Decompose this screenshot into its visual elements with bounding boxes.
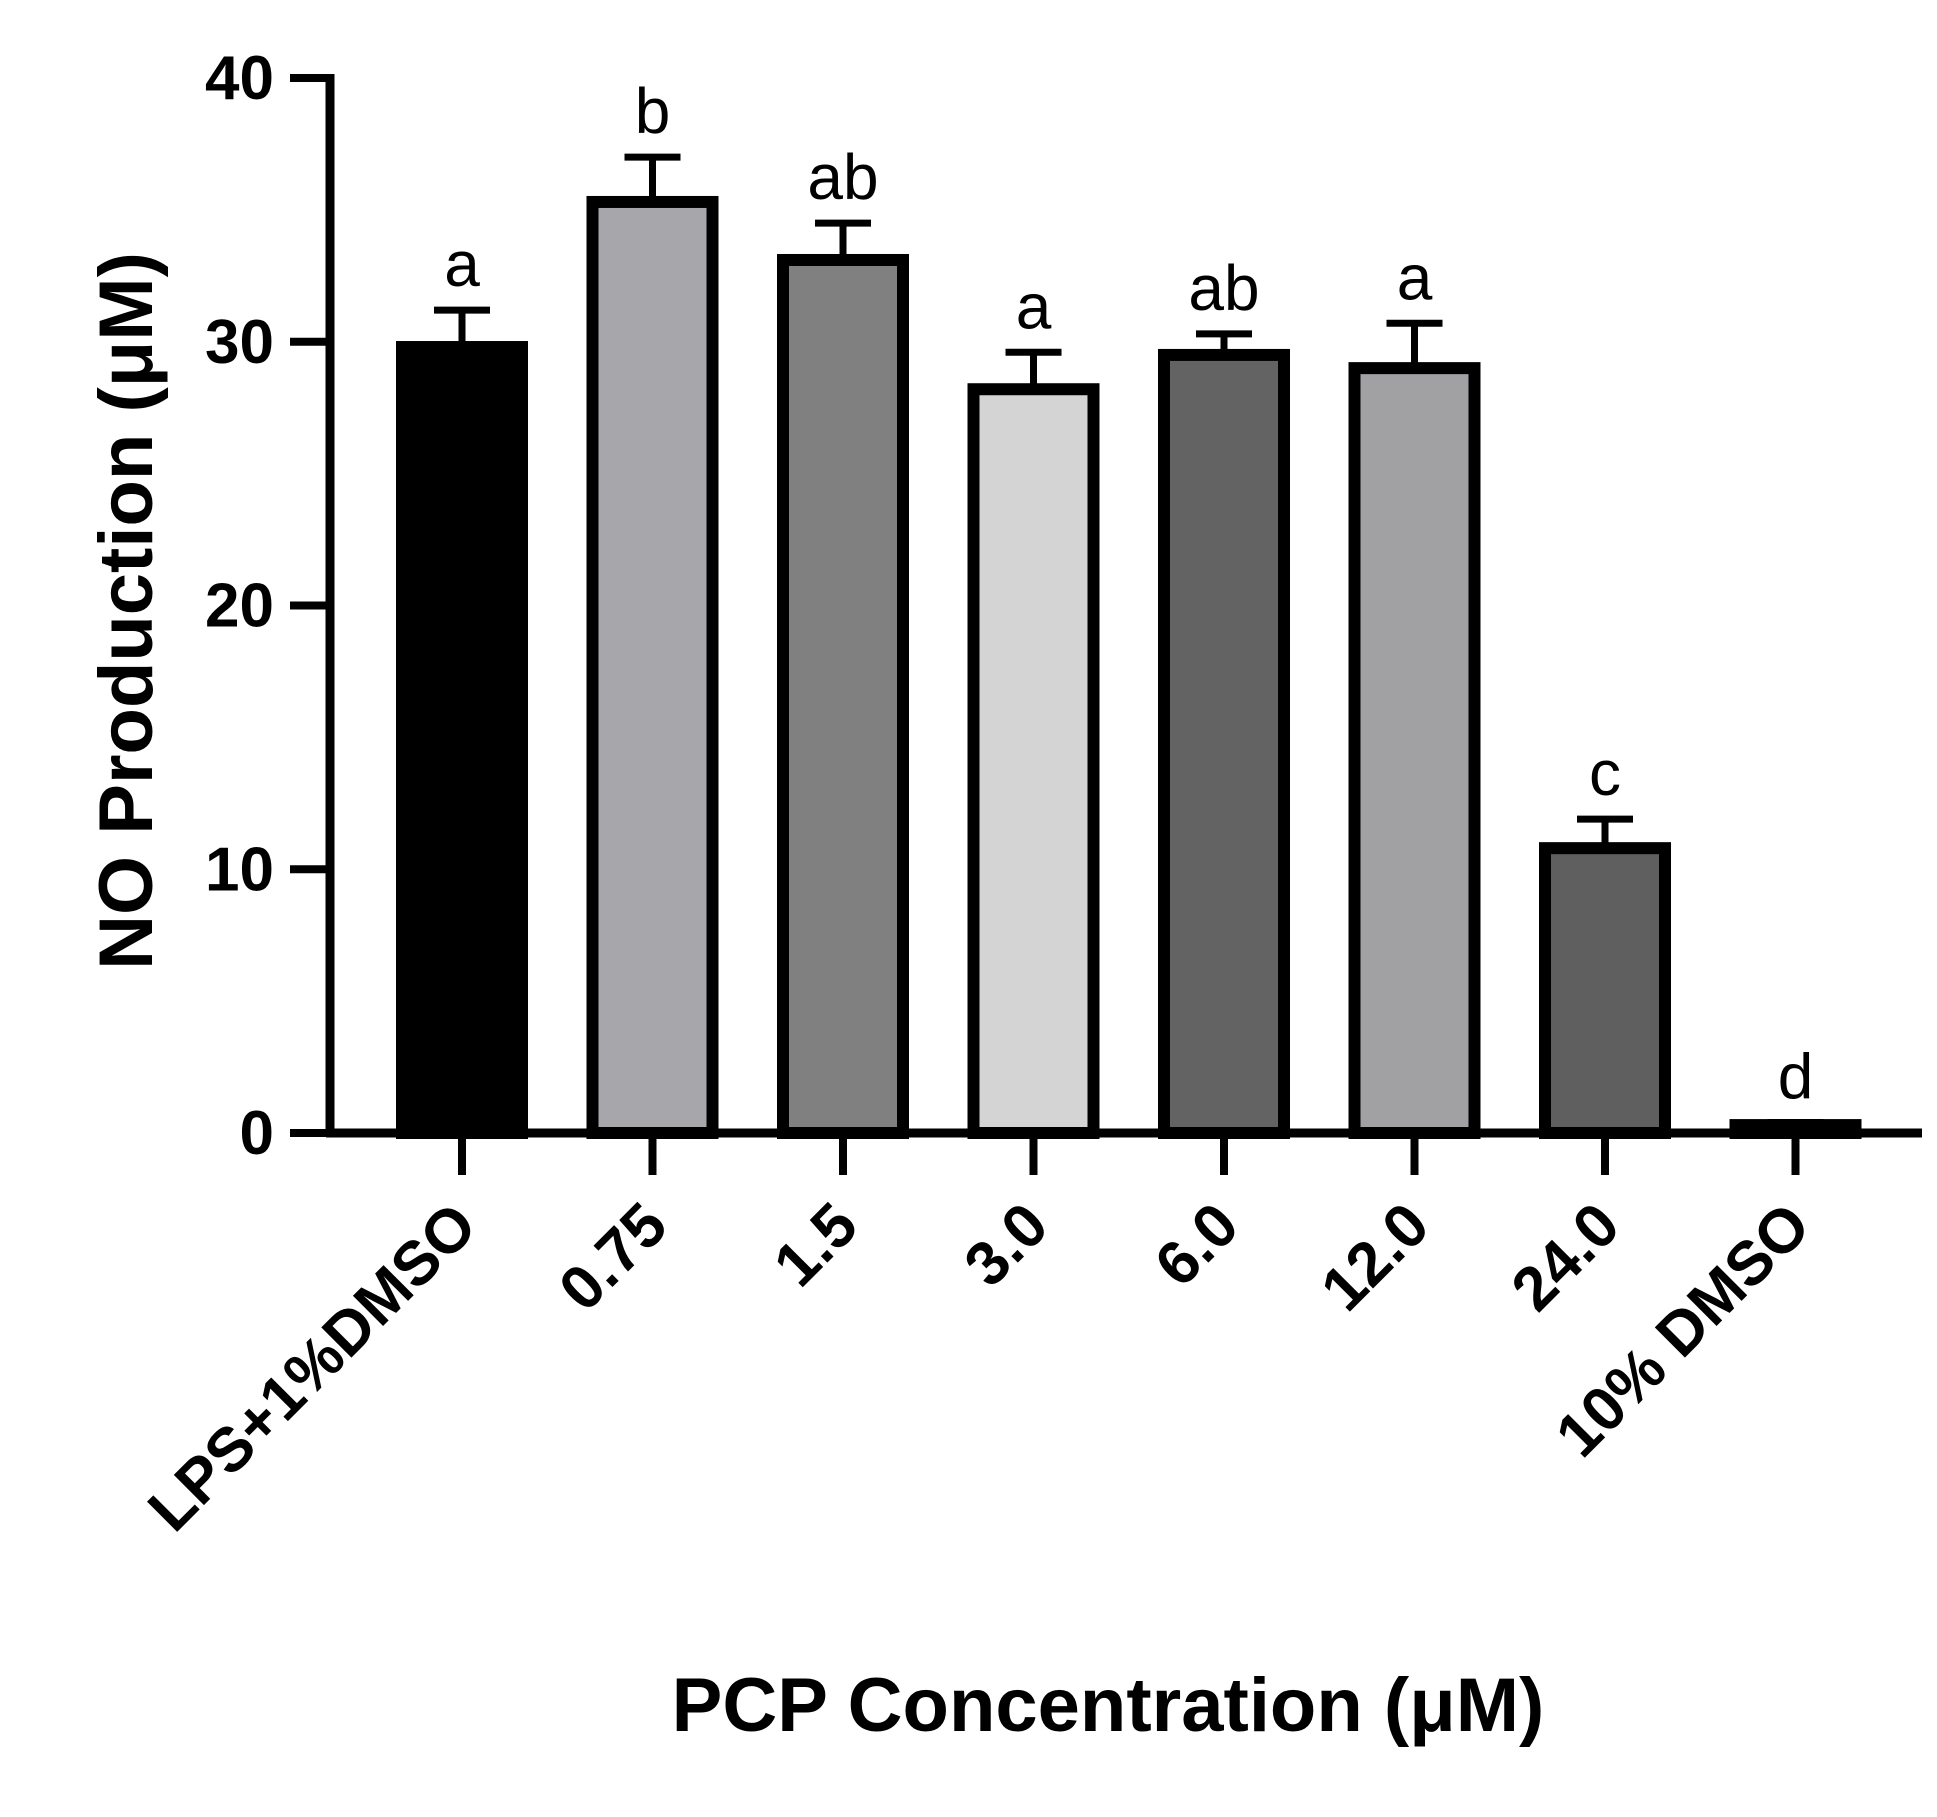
y-tick-label: 10 [205,835,274,904]
x-tick-label: 6.0 [1142,1190,1252,1300]
significance-label: a [1397,241,1433,313]
bar [586,195,719,1139]
y-ticks-layer: 0 10 20 30 40 [205,44,330,1168]
significance-label: a [1016,270,1052,342]
significance-label: ab [807,141,878,213]
x-tick-label: 24.0 [1499,1190,1633,1324]
x-tick-label: 0.75 [546,1190,680,1324]
y-tick-label: 40 [205,44,274,113]
bar [396,341,528,1139]
y-axis-title: NO Production (μM) [84,252,169,970]
bar [777,253,909,1139]
x-tick-label: 3.0 [952,1190,1062,1300]
x-tick-label: 12.0 [1308,1190,1442,1324]
y-tick-label: 0 [240,1099,274,1168]
x-tick-label: LPS+1%DMSO [135,1190,490,1545]
error-bars-layer [434,153,1824,1126]
significance-label: c [1589,737,1621,809]
significance-label: a [444,228,480,300]
y-tick-label: 20 [205,572,274,641]
significance-label: b [635,75,671,147]
bar [1158,348,1290,1139]
y-tick-label: 30 [205,308,274,377]
bars-layer [396,195,1862,1140]
x-axis-title: PCP Concentration (μM) [672,1663,1545,1748]
bar [1539,842,1671,1140]
bar [1348,362,1481,1139]
x-tick-label: 1.5 [761,1190,871,1300]
axes-layer [325,74,1922,1138]
significance-label: ab [1188,252,1259,324]
bar [967,383,1100,1140]
x-ticks-layer: LPS+1%DMSO 0.75 1.5 3.0 6.0 12.0 24.010% DMSO [135,1133,1823,1545]
significance-label: d [1778,1040,1814,1112]
